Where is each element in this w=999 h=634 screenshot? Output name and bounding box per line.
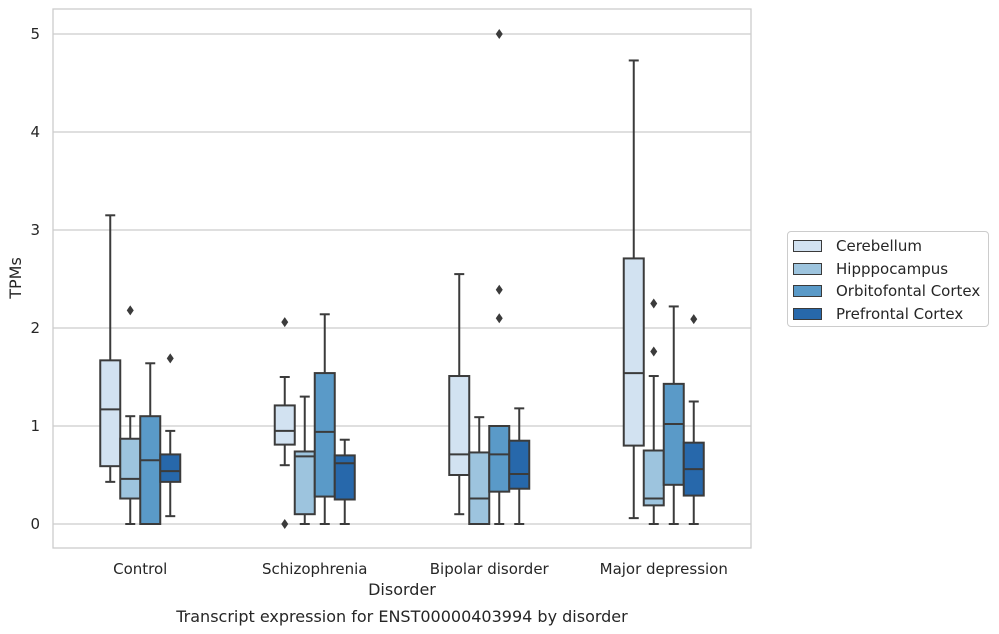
outlier-point	[126, 305, 134, 316]
x-tick-labels: Control Schizophrenia Bipolar disorder Majo…	[113, 560, 728, 578]
y-tick-label: 5	[30, 25, 40, 43]
box-orbitofontal-cortex-bipolar-disorder	[488, 29, 511, 525]
x-tick-label: Control	[113, 560, 167, 578]
x-tick-label: Major depression	[600, 560, 728, 578]
box-body	[333, 454, 356, 501]
box-body	[293, 450, 316, 516]
box-body	[622, 257, 645, 447]
legend-item: Prefrontal Cortex	[793, 303, 988, 326]
box-orbitofontal-cortex-major-depression	[662, 305, 685, 525]
box-hipppocampus-control	[119, 305, 142, 525]
box-cerebellum-schizophrenia	[273, 317, 296, 529]
outlier-point	[690, 314, 698, 325]
legend-label: Cerebellum	[836, 237, 922, 256]
legend-item: Hipppocampus	[793, 258, 988, 281]
legend-swatch	[793, 262, 822, 275]
box-body	[448, 375, 471, 476]
y-tick-label: 2	[30, 319, 40, 337]
box-body	[468, 451, 491, 525]
x-axis-title: Disorder	[368, 580, 436, 599]
box-prefrontal-cortex-control	[159, 353, 182, 518]
box-hipppocampus-schizophrenia	[293, 395, 316, 525]
outlier-point	[495, 29, 503, 39]
outlier-point	[495, 284, 503, 295]
box-cerebellum-control	[99, 214, 122, 483]
x-tick-label: Bipolar disorder	[430, 560, 550, 578]
plot-frame	[52, 8, 752, 549]
y-tick-label: 0	[30, 515, 40, 533]
legend-item: Cerebellum	[793, 235, 988, 258]
box-body	[139, 415, 162, 526]
box-body	[273, 404, 296, 446]
box-orbitofontal-cortex-schizophrenia	[313, 313, 336, 525]
box-body	[159, 453, 182, 483]
outlier-point	[495, 313, 503, 324]
x-tick-label: Schizophrenia	[262, 560, 367, 578]
box-body	[119, 437, 142, 500]
legend-item: Orbitofontal Cortex	[793, 280, 988, 303]
box-body	[313, 372, 336, 498]
box-cerebellum-bipolar-disorder	[448, 273, 471, 516]
outlier-point	[166, 353, 174, 364]
box-hipppocampus-major-depression	[642, 298, 665, 525]
box-cerebellum-major-depression	[622, 59, 645, 520]
outlier-point	[650, 298, 658, 309]
box-orbitofontal-cortex-control	[139, 362, 162, 526]
box-body	[642, 449, 665, 507]
box-body	[508, 439, 531, 490]
box-prefrontal-cortex-bipolar-disorder	[508, 407, 531, 525]
legend: Cerebellum Hipppocampus Orbitofontal Corte…	[787, 231, 989, 327]
y-tick-labels: 0 1 2 3 4 5	[30, 25, 40, 533]
box-plot-boxes	[99, 29, 705, 529]
y-tick-label: 4	[30, 123, 40, 141]
legend-label: Orbitofontal Cortex	[836, 282, 981, 301]
legend-swatch	[793, 307, 822, 320]
y-axis-title: TPMs	[6, 257, 25, 300]
box-prefrontal-cortex-major-depression	[682, 314, 705, 525]
y-tick-label: 3	[30, 221, 40, 239]
gridlines	[53, 33, 751, 525]
box-prefrontal-cortex-schizophrenia	[333, 438, 356, 525]
box-body	[99, 359, 122, 468]
box-body	[488, 425, 511, 493]
legend-swatch	[793, 240, 822, 253]
legend-label: Prefrontal Cortex	[836, 304, 964, 323]
outlier-point	[650, 346, 658, 357]
chart-title: Transcript expression for ENST0000040399…	[175, 607, 628, 626]
box-body	[662, 382, 685, 486]
legend-swatch	[793, 285, 822, 298]
y-tick-label: 1	[30, 417, 40, 435]
outlier-point	[281, 317, 289, 328]
outlier-point	[281, 519, 289, 529]
legend-label: Hipppocampus	[836, 259, 949, 278]
box-hipppocampus-bipolar-disorder	[468, 416, 491, 525]
